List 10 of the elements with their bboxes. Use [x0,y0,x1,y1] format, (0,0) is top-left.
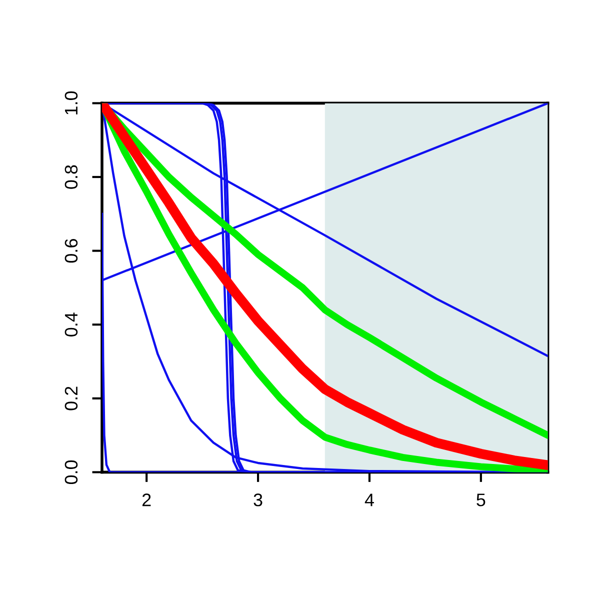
y-tick-label: 0.8 [64,165,78,189]
x-tick-label: 4 [364,494,374,506]
y-tick-label: 0.4 [64,312,78,336]
x-tick-label: 2 [142,494,151,506]
y-tick-label: 0.6 [64,239,78,263]
y-tick-label: 0.0 [64,460,78,484]
y-tick-label: 0.2 [64,386,78,410]
y-tick-label: 1.0 [64,91,78,114]
x-tick-label: 3 [254,494,262,506]
x-tick-label: 5 [476,494,486,506]
